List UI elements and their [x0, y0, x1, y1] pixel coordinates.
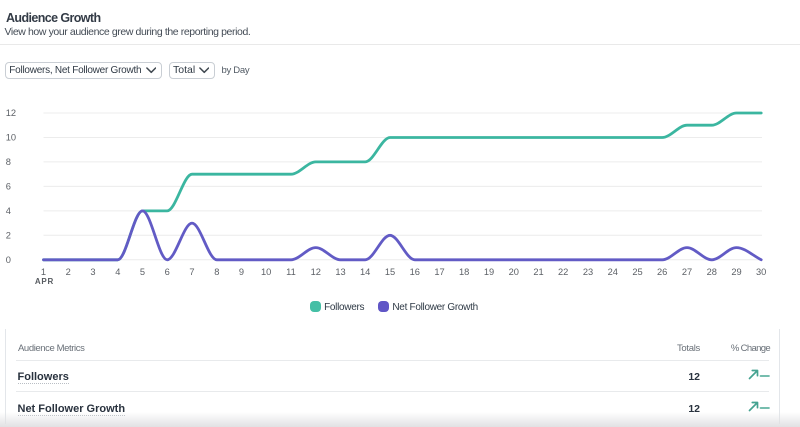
- svg-text:13: 13: [335, 267, 345, 277]
- svg-text:30: 30: [756, 267, 766, 277]
- svg-text:9: 9: [239, 267, 244, 277]
- svg-text:17: 17: [434, 267, 444, 277]
- svg-text:4: 4: [6, 206, 11, 216]
- svg-text:0: 0: [6, 255, 11, 265]
- svg-text:12: 12: [6, 108, 16, 118]
- svg-text:20: 20: [509, 267, 519, 277]
- svg-text:10: 10: [6, 133, 16, 143]
- svg-text:4: 4: [115, 267, 120, 277]
- svg-text:12: 12: [311, 267, 321, 277]
- svg-text:23: 23: [583, 267, 593, 277]
- svg-text:16: 16: [410, 267, 420, 277]
- svg-text:27: 27: [682, 267, 692, 277]
- svg-text:2: 2: [66, 267, 71, 277]
- svg-text:28: 28: [707, 267, 717, 277]
- svg-text:25: 25: [632, 267, 642, 277]
- svg-text:6: 6: [6, 182, 11, 192]
- svg-text:18: 18: [459, 267, 469, 277]
- svg-text:15: 15: [385, 267, 395, 277]
- svg-text:26: 26: [657, 267, 667, 277]
- svg-text:7: 7: [189, 267, 194, 277]
- svg-text:8: 8: [214, 267, 219, 277]
- svg-text:19: 19: [484, 267, 494, 277]
- svg-text:5: 5: [140, 267, 145, 277]
- svg-text:22: 22: [558, 267, 568, 277]
- svg-text:APR: APR: [35, 277, 54, 286]
- svg-text:8: 8: [6, 157, 11, 167]
- svg-text:21: 21: [533, 267, 543, 277]
- svg-text:14: 14: [360, 267, 370, 277]
- svg-text:10: 10: [261, 267, 271, 277]
- svg-text:1: 1: [41, 267, 46, 277]
- svg-text:2: 2: [6, 231, 11, 241]
- svg-text:29: 29: [731, 267, 741, 277]
- svg-text:24: 24: [608, 267, 618, 277]
- svg-text:3: 3: [90, 267, 95, 277]
- svg-text:6: 6: [165, 267, 170, 277]
- svg-text:11: 11: [286, 267, 296, 277]
